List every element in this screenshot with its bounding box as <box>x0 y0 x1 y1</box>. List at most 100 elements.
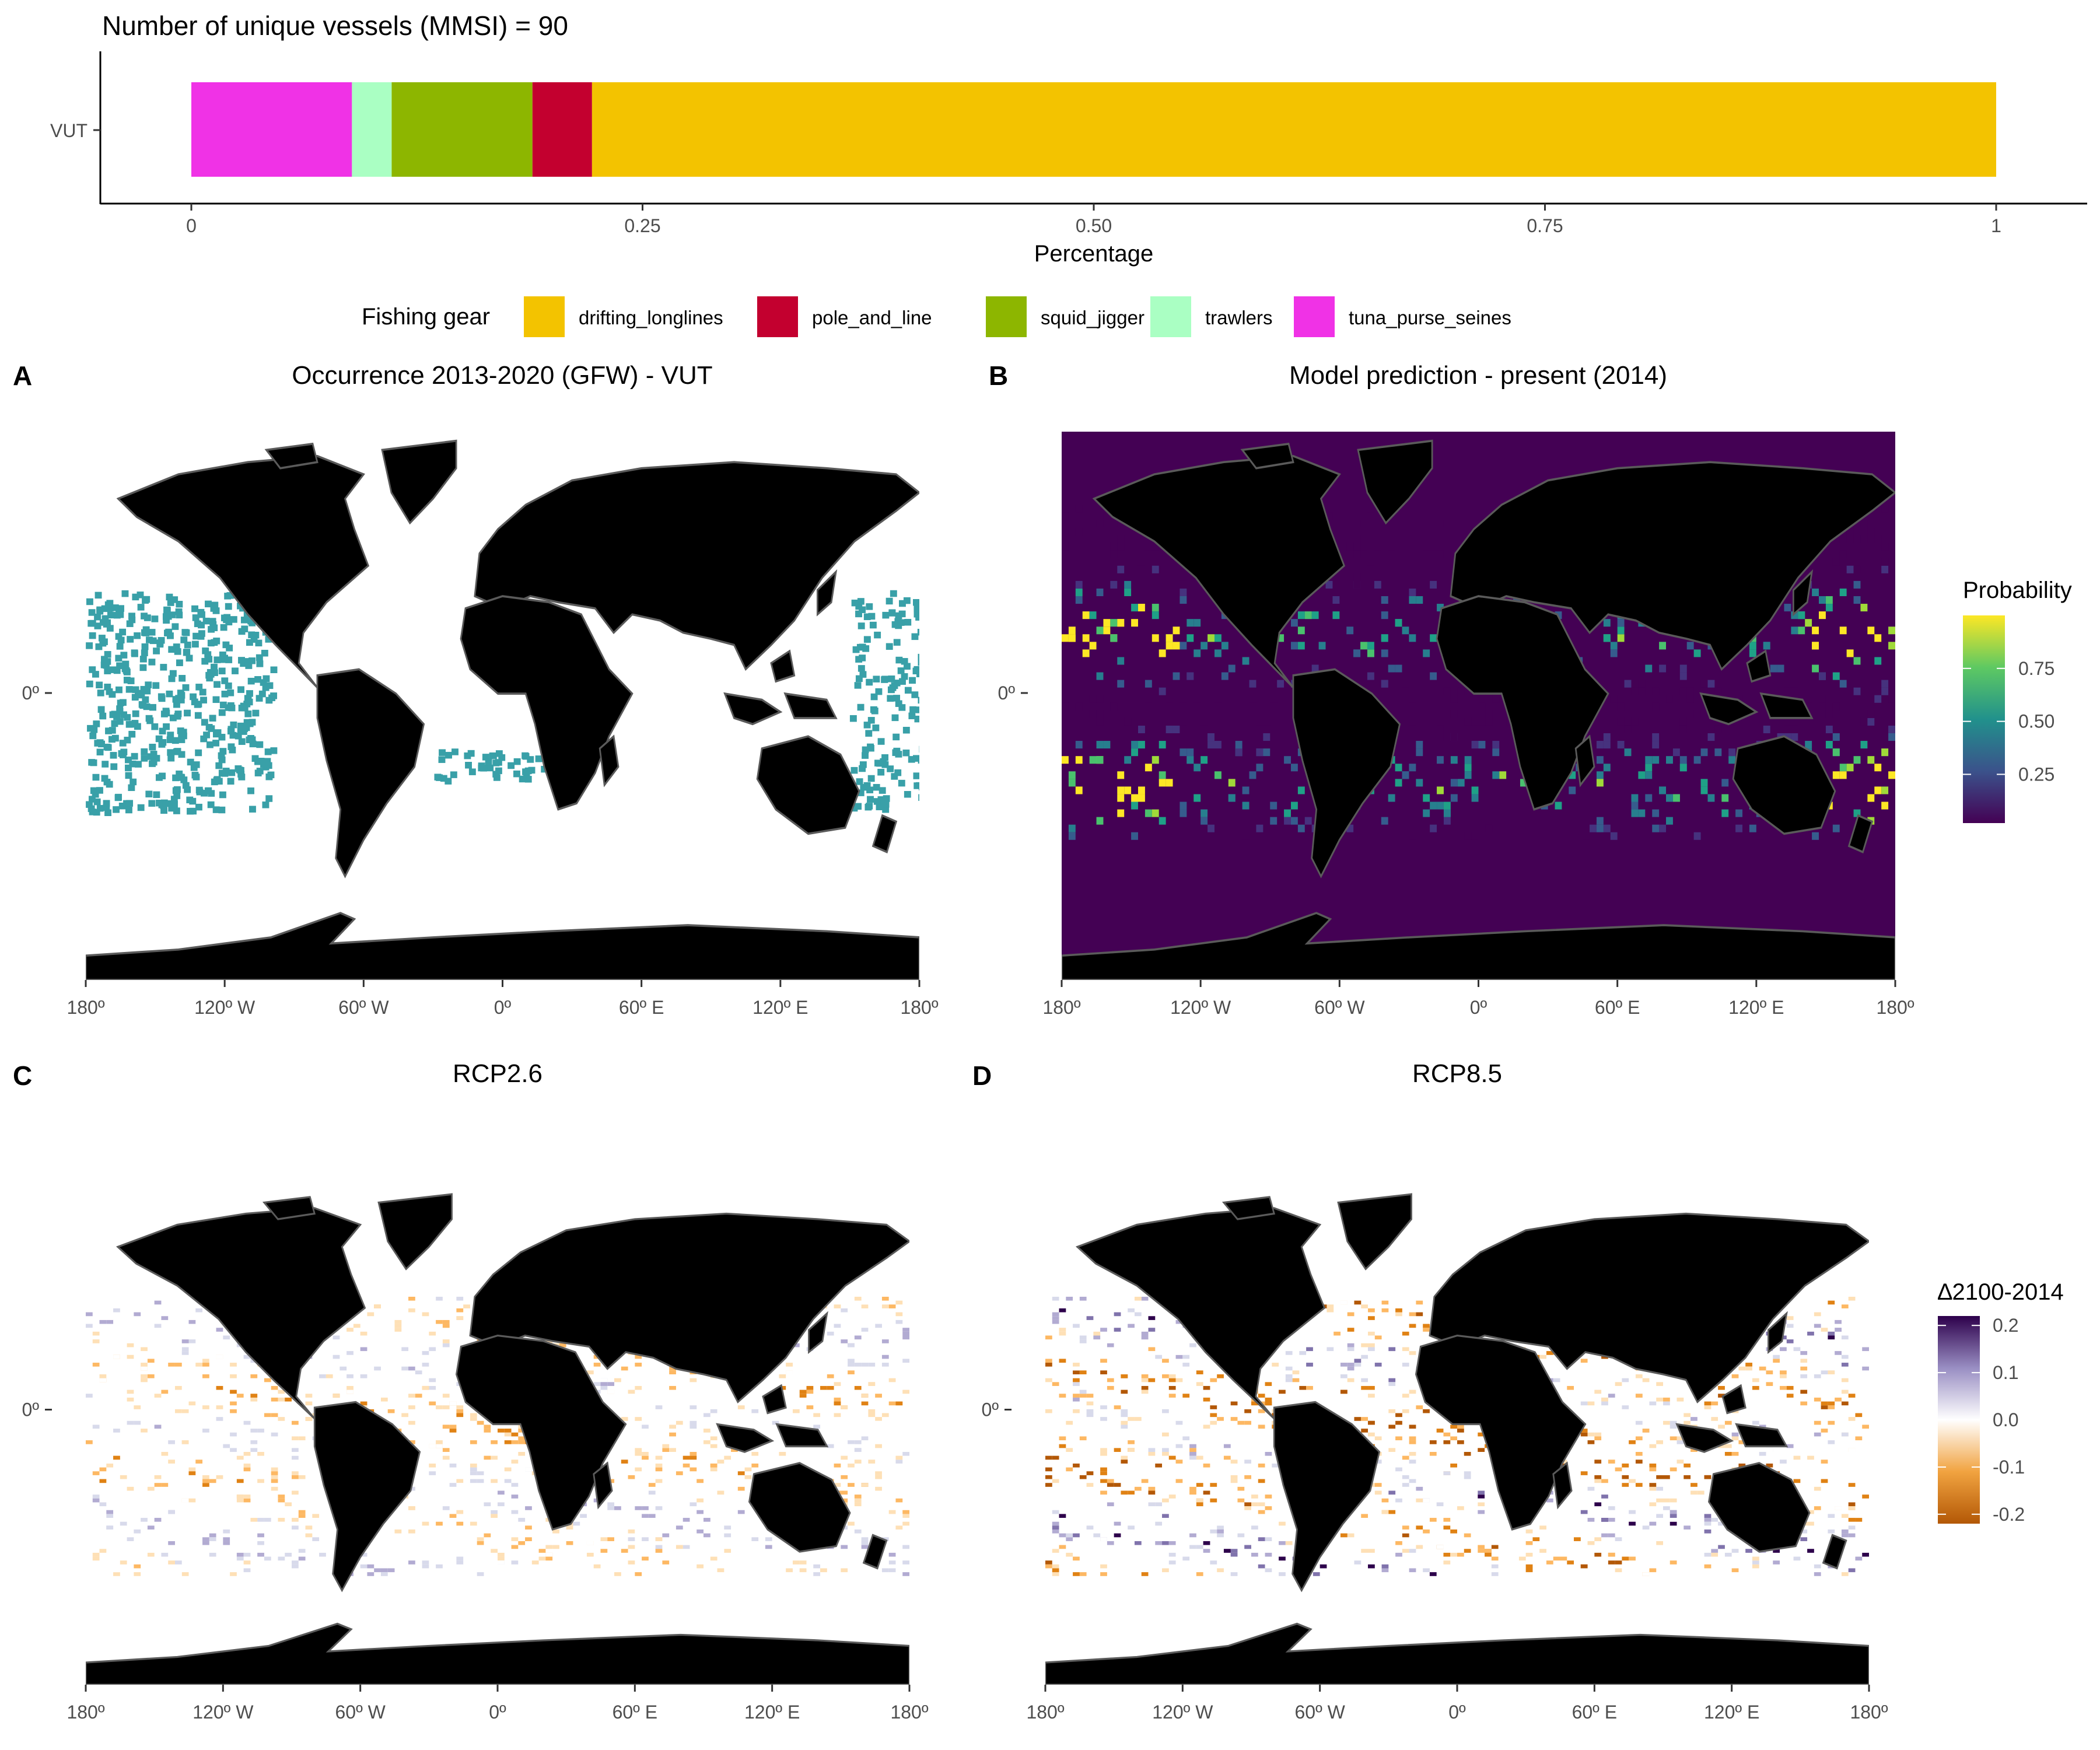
delta-cell <box>442 1545 450 1549</box>
probability-cell <box>1228 664 1236 673</box>
occurrence-cell <box>250 636 258 643</box>
delta-cell <box>374 1308 381 1312</box>
delta-cell <box>360 1564 368 1569</box>
delta-cell <box>1828 1440 1835 1444</box>
delta-cell <box>174 1347 182 1352</box>
delta-cell <box>230 1390 237 1394</box>
delta-cell <box>861 1363 869 1367</box>
delta-cell <box>1663 1506 1670 1510</box>
delta-cell <box>1162 1351 1169 1355</box>
delta-cell <box>888 1420 896 1425</box>
occurrence-cell <box>125 756 132 764</box>
delta-cell <box>827 1374 834 1378</box>
delta-cell <box>99 1378 107 1382</box>
occurrence-cell <box>101 775 108 782</box>
delta-cell <box>326 1374 333 1378</box>
delta-cell <box>202 1479 209 1483</box>
probability-cell <box>1416 741 1423 749</box>
delta-cell <box>861 1483 869 1487</box>
delta-cell <box>312 1378 320 1382</box>
delta-cell <box>305 1448 313 1452</box>
delta-cell <box>1553 1556 1560 1561</box>
delta-cell <box>257 1541 264 1545</box>
delta-cell <box>1835 1351 1842 1355</box>
delta-cell <box>1073 1324 1080 1328</box>
delta-cell <box>1436 1502 1444 1507</box>
delta-cell <box>127 1390 134 1394</box>
delta-cell <box>1052 1297 1059 1301</box>
occurrence-cell <box>893 695 901 702</box>
delta-cell <box>367 1312 374 1317</box>
delta-cell <box>1793 1479 1801 1483</box>
delta-cell <box>1155 1463 1163 1468</box>
occurrence-cell <box>132 686 139 693</box>
occurrence-cell <box>256 695 263 702</box>
delta-cell <box>1272 1463 1279 1468</box>
delta-cell <box>92 1424 100 1429</box>
delta-cell <box>1395 1397 1402 1402</box>
delta-cell <box>1347 1378 1354 1382</box>
delta-cell <box>1786 1385 1794 1390</box>
delta-cell <box>1416 1545 1423 1549</box>
occurrence-cell <box>524 776 532 783</box>
probability-cell <box>1555 802 1562 810</box>
probability-cell <box>1812 642 1819 650</box>
occurrence-cell <box>152 682 160 689</box>
probability-cell <box>1242 786 1250 794</box>
delta-cell <box>1862 1370 1869 1374</box>
delta-cell <box>552 1530 559 1534</box>
delta-cell <box>1279 1556 1286 1561</box>
delta-cell <box>655 1549 663 1553</box>
delta-cell <box>690 1420 697 1425</box>
delta-cell <box>875 1394 882 1398</box>
delta-cell <box>1814 1397 1821 1402</box>
delta-cell <box>868 1382 876 1386</box>
delta-cell <box>1622 1378 1629 1382</box>
probability-cell <box>1103 619 1111 627</box>
delta-cell <box>415 1510 422 1514</box>
delta-cell <box>888 1510 896 1514</box>
delta-cell <box>1045 1363 1052 1367</box>
delta-cell <box>1800 1452 1808 1456</box>
occurrence-cell <box>895 612 902 620</box>
delta-cell <box>1752 1420 1759 1425</box>
probability-cell <box>1437 756 1444 764</box>
delta-cell <box>456 1405 464 1409</box>
delta-cell <box>1175 1460 1183 1464</box>
delta-cell <box>1244 1460 1251 1464</box>
probability-cell <box>1235 748 1242 757</box>
occurrence-cell <box>256 660 264 667</box>
probability-cell <box>1791 725 1798 733</box>
delta-cell <box>1635 1374 1643 1378</box>
delta-cell <box>1073 1382 1080 1386</box>
delta-cell <box>1752 1385 1759 1390</box>
probability-cell <box>1672 748 1680 757</box>
occurrence-cell <box>260 761 267 768</box>
delta-cell <box>1416 1300 1423 1305</box>
delta-cell <box>230 1514 237 1518</box>
occurrence-cell <box>131 752 138 760</box>
delta-cell <box>1828 1300 1835 1305</box>
delta-cell <box>531 1552 539 1557</box>
delta-cell <box>99 1486 107 1491</box>
probability-cell <box>1478 741 1486 749</box>
delta-cell <box>648 1514 656 1518</box>
occurrence-cell <box>151 723 159 730</box>
probability-cell <box>1700 733 1708 741</box>
delta-cell <box>470 1494 477 1499</box>
delta-cell <box>690 1455 697 1460</box>
delta-cell <box>394 1572 402 1576</box>
delta-cell <box>1265 1506 1272 1510</box>
delta-cell <box>628 1390 635 1394</box>
probability-cell <box>1610 832 1618 840</box>
delta-cell <box>1134 1297 1142 1301</box>
delta-cell <box>209 1359 216 1363</box>
delta-cell <box>1279 1390 1286 1394</box>
probability-cell <box>1860 718 1868 726</box>
delta-cell <box>1525 1530 1533 1534</box>
delta-cell <box>1676 1436 1684 1441</box>
delta-cell <box>216 1475 223 1479</box>
delta-cell <box>408 1405 415 1409</box>
delta-cell <box>875 1417 882 1421</box>
delta-cell <box>250 1374 258 1378</box>
